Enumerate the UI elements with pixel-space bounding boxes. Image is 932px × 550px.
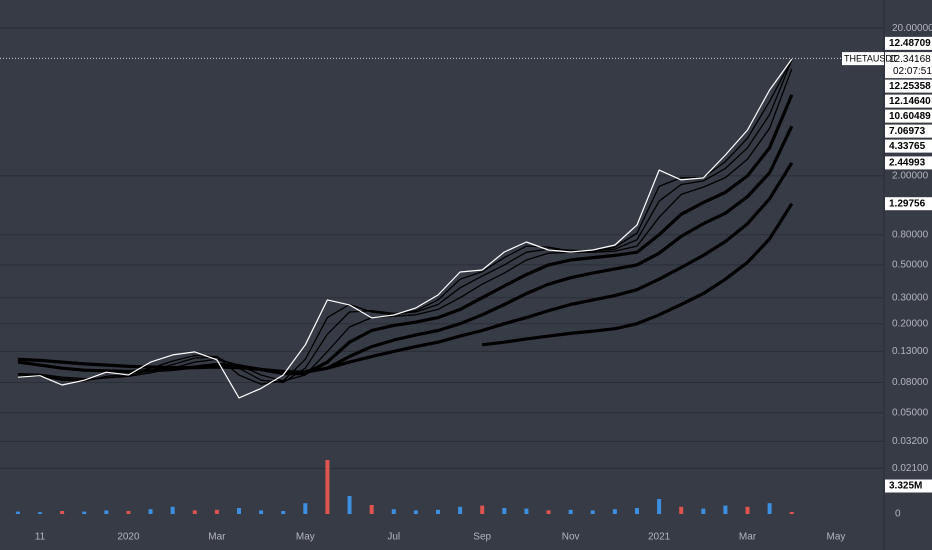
x-tick-label: 2020 bbox=[117, 532, 140, 543]
moving-average bbox=[482, 202, 794, 347]
y-tick-label: 0.02100 bbox=[892, 463, 929, 474]
price-line bbox=[17, 58, 793, 399]
x-tick-label: 2021 bbox=[648, 532, 671, 543]
volume-bar bbox=[657, 499, 662, 514]
y-tick-label: 0.05000 bbox=[892, 407, 929, 418]
volume-bar bbox=[546, 510, 551, 514]
moving-average bbox=[17, 94, 794, 376]
volume-tick-label: 0 bbox=[895, 509, 901, 520]
x-tick-label: May bbox=[827, 532, 846, 543]
ma-box bbox=[885, 197, 932, 211]
volume-bar bbox=[458, 506, 463, 514]
volume-bar bbox=[767, 503, 772, 514]
x-tick-label: Mar bbox=[739, 532, 757, 543]
moving-average bbox=[17, 68, 793, 382]
y-tick-label: 0.08000 bbox=[892, 377, 929, 388]
volume-bar bbox=[303, 503, 308, 514]
x-tick-label: Mar bbox=[208, 532, 226, 543]
ma-label: 12.14640 bbox=[889, 96, 931, 107]
volume-bar bbox=[723, 505, 728, 514]
ma-box bbox=[885, 79, 932, 93]
volume-bar bbox=[502, 508, 507, 514]
volume-bar bbox=[170, 506, 175, 514]
volume-bar bbox=[214, 509, 219, 514]
y-tick-label: 0.30000 bbox=[892, 292, 929, 303]
ma-label: 2.44993 bbox=[889, 158, 926, 169]
volume-bar bbox=[60, 511, 65, 514]
volume-bar bbox=[590, 510, 595, 514]
volume-bar bbox=[745, 506, 750, 514]
volume-bar bbox=[325, 460, 330, 514]
x-tick-label: Nov bbox=[562, 532, 580, 543]
x-tick-label: May bbox=[296, 532, 315, 543]
y-tick-label: 0.50000 bbox=[892, 260, 929, 271]
ma-label: 10.60489 bbox=[889, 111, 931, 122]
volume-bar bbox=[413, 510, 418, 514]
volume-bar bbox=[568, 509, 573, 514]
y-tick-label: 0.20000 bbox=[892, 318, 929, 329]
y-tick-label: 20.00000 bbox=[892, 23, 932, 34]
y-tick-label: 2.00000 bbox=[892, 171, 929, 182]
moving-average bbox=[305, 162, 794, 374]
ma-label: 4.33765 bbox=[889, 141, 926, 152]
ma-label: 12.25358 bbox=[889, 81, 931, 92]
volume-bar bbox=[82, 511, 87, 514]
x-tick-label: 11 bbox=[35, 532, 46, 543]
volume-bar bbox=[237, 508, 241, 514]
volume-bar bbox=[701, 508, 706, 514]
ma-box bbox=[885, 94, 932, 108]
moving-average bbox=[17, 59, 793, 385]
ma-box bbox=[885, 109, 932, 123]
volume-label: 3.325M bbox=[889, 481, 922, 492]
volume-bar bbox=[679, 506, 684, 514]
volume-bar bbox=[634, 508, 639, 514]
volume-bar bbox=[15, 511, 20, 514]
high-label: 12.48709 bbox=[889, 38, 931, 49]
volume-bar bbox=[126, 511, 131, 514]
volume-bar bbox=[435, 509, 440, 514]
high-box bbox=[885, 36, 932, 50]
volume-bar bbox=[281, 511, 286, 514]
volume-box bbox=[885, 479, 932, 493]
price-box bbox=[885, 52, 932, 79]
volume-bar bbox=[148, 509, 153, 514]
moving-average bbox=[17, 125, 794, 374]
countdown: 02:07:51 bbox=[893, 66, 932, 77]
volume-bar bbox=[391, 509, 396, 514]
volume-bar bbox=[259, 510, 264, 514]
symbol-label: THETAUSDT bbox=[844, 53, 898, 63]
ma-label: 1.29756 bbox=[889, 198, 926, 209]
volume-bar bbox=[789, 512, 794, 514]
volume-bar bbox=[192, 510, 197, 514]
ma-label: 7.06973 bbox=[889, 126, 926, 137]
y-tick-label: 0.80000 bbox=[892, 229, 929, 240]
ma-box bbox=[885, 156, 932, 170]
price-label: 12.34168 bbox=[889, 54, 931, 65]
ma-box bbox=[885, 124, 932, 138]
y-tick-label: 0.13000 bbox=[892, 346, 929, 357]
volume-bar bbox=[369, 505, 374, 514]
symbol-box bbox=[842, 52, 884, 66]
ma-box bbox=[885, 139, 932, 153]
volume-bar bbox=[612, 509, 617, 514]
x-tick-label: Sep bbox=[473, 532, 491, 543]
volume-bar bbox=[480, 505, 485, 514]
volume-bar bbox=[104, 510, 109, 514]
y-tick-label: 0.03200 bbox=[892, 436, 929, 447]
volume-bar bbox=[347, 496, 352, 514]
volume-bar bbox=[38, 512, 43, 514]
volume-bar bbox=[524, 508, 529, 514]
x-tick-label: Jul bbox=[387, 532, 400, 543]
